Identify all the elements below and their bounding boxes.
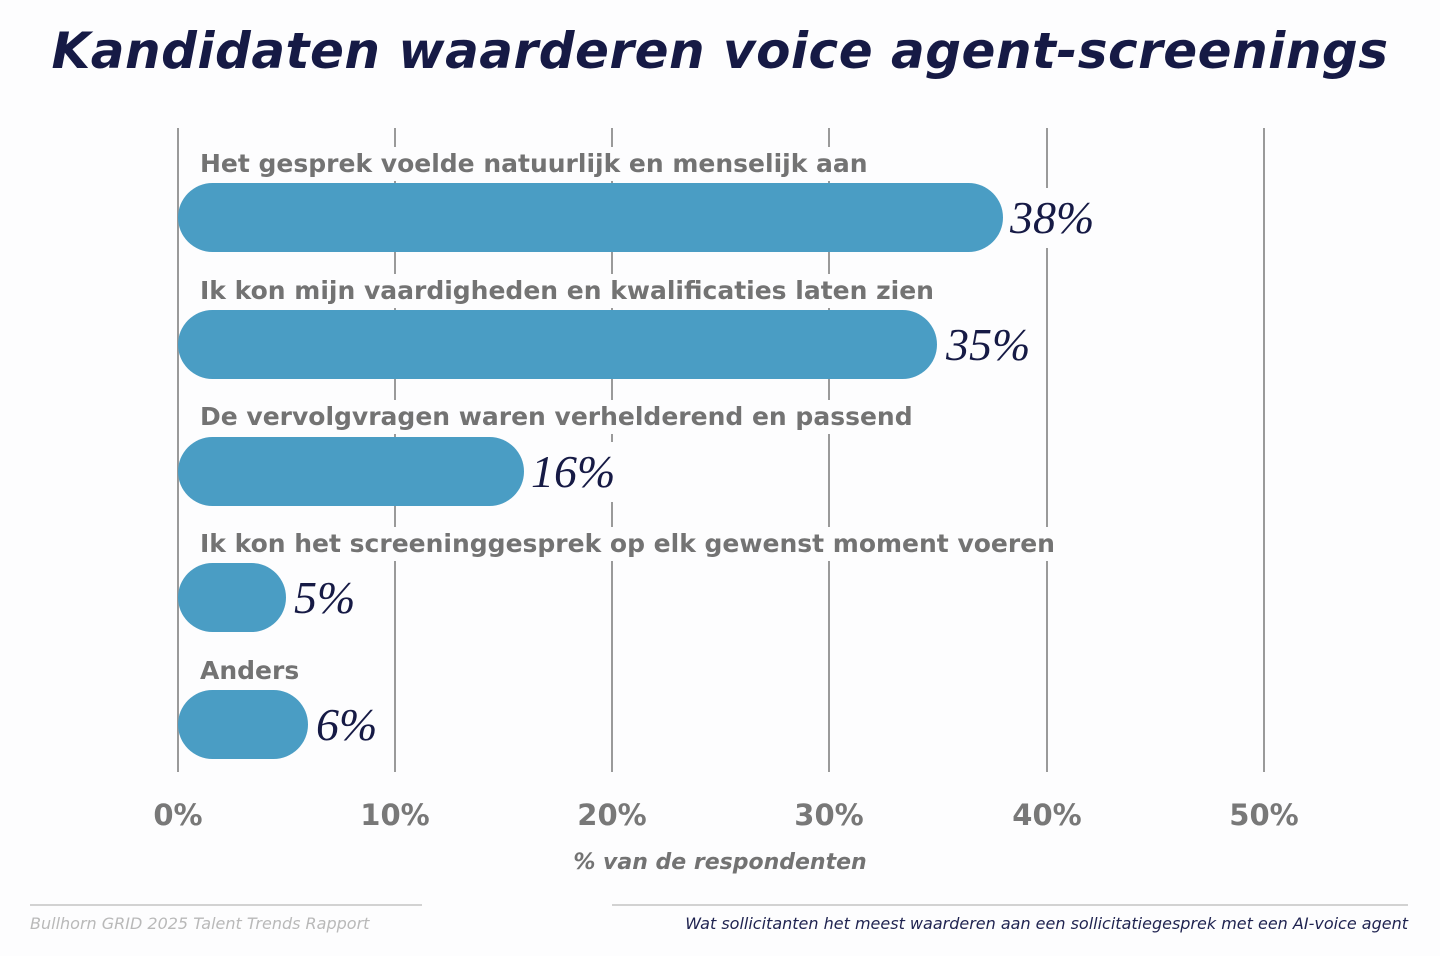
bar: [178, 310, 937, 379]
category-label: Ik kon het screeninggesprek op elk gewen…: [192, 527, 1063, 561]
x-axis-label: % van de respondenten: [573, 850, 867, 875]
value-label: 5%: [288, 568, 362, 628]
bar: [178, 690, 308, 759]
category-label: Ik kon mijn vaardigheden en kwalificatie…: [192, 274, 942, 308]
gridline-40: [1046, 128, 1048, 772]
chart-title: Kandidaten waarderen voice agent-screeni…: [51, 22, 1389, 80]
category-label: De vervolgvragen waren verhelderend en p…: [192, 400, 921, 434]
footer-divider-right: [612, 904, 1408, 906]
x-tick-label: 50%: [1229, 798, 1299, 832]
caption-text: Wat sollicitanten het meest waarderen aa…: [685, 914, 1408, 933]
value-label: 38%: [1004, 188, 1101, 248]
category-label: Het gesprek voelde natuurlijk en menseli…: [192, 147, 876, 181]
x-tick-label: 40%: [1012, 798, 1082, 832]
x-tick-label: 30%: [794, 798, 864, 832]
bar: [178, 563, 286, 632]
bar: [178, 183, 1003, 252]
gridline-30: [828, 128, 830, 772]
value-label: 35%: [940, 315, 1037, 375]
gridline-50: [1263, 128, 1265, 772]
bar: [178, 437, 524, 506]
plot-area: Het gesprek voelde natuurlijk en menseli…: [177, 128, 1265, 772]
category-label: Anders: [192, 654, 308, 688]
value-label: 6%: [310, 695, 384, 755]
value-label: 16%: [525, 442, 622, 502]
footer-divider-left: [30, 904, 422, 906]
x-tick-label: 20%: [577, 798, 647, 832]
gridline-0: [177, 128, 179, 772]
source-text: Bullhorn GRID 2025 Talent Trends Rapport: [30, 914, 370, 933]
x-tick-label: 10%: [360, 798, 430, 832]
x-tick-label: 0%: [153, 798, 203, 832]
